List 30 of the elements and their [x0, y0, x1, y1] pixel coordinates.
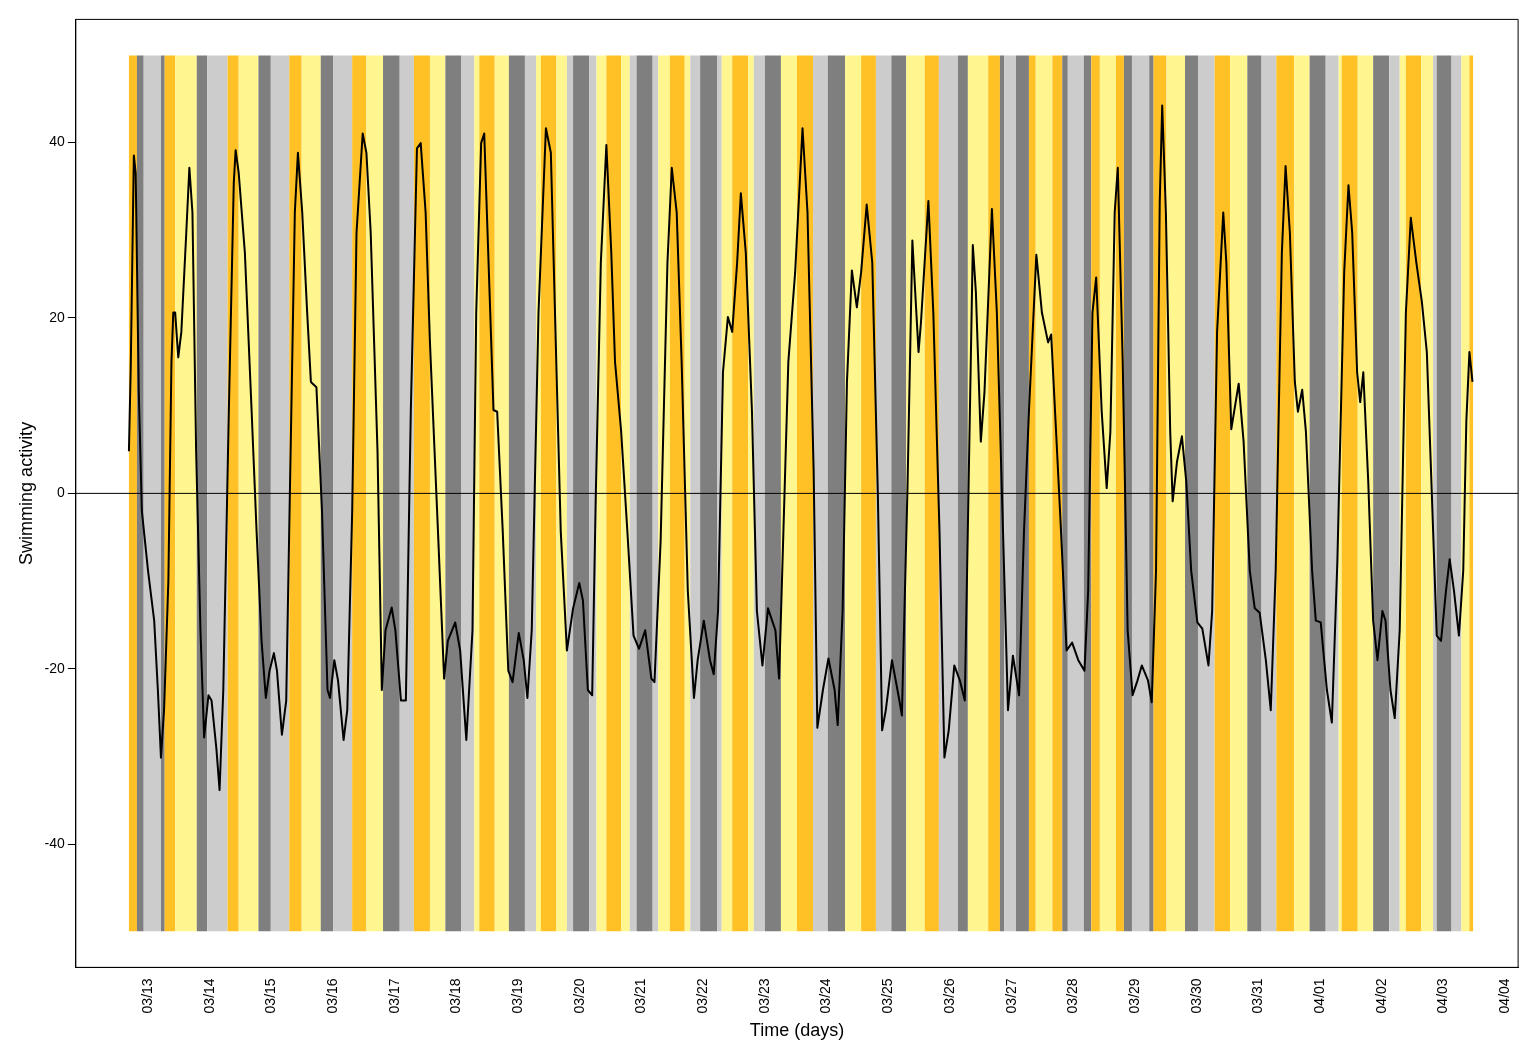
x-tick-label: 03/26	[940, 978, 957, 1014]
x-tick-label: 03/20	[570, 978, 587, 1014]
x-tick-label: 03/18	[447, 978, 464, 1014]
x-tick-label: 03/27	[1002, 978, 1019, 1014]
y-tick-label: -20	[44, 659, 66, 676]
x-tick-label: 03/13	[138, 978, 155, 1014]
x-tick-label: 03/23	[755, 978, 772, 1014]
x-tick-label: 04/04	[1496, 978, 1513, 1014]
x-tick-label: 03/19	[509, 978, 526, 1014]
x-tick-label: 03/30	[1187, 978, 1204, 1014]
x-tick-label: 04/01	[1310, 978, 1327, 1014]
y-tick-label: -40	[44, 835, 66, 852]
x-tick-label: 03/24	[817, 978, 834, 1014]
x-tick-label: 03/29	[1125, 978, 1142, 1014]
x-tick-label: 03/25	[879, 978, 896, 1014]
x-axis-title: Time (days)	[749, 1020, 845, 1041]
x-tick-label: 03/17	[385, 978, 402, 1014]
y-tick-label: 0	[57, 484, 66, 501]
x-tick-label: 03/14	[200, 978, 217, 1014]
x-tick-label: 04/02	[1372, 978, 1389, 1014]
x-tick-label: 03/21	[632, 978, 649, 1014]
x-tick-label: 03/31	[1249, 978, 1266, 1014]
x-tick-label: 03/16	[323, 978, 340, 1014]
x-tick-label: 03/15	[262, 978, 279, 1014]
y-tick-label: 40	[49, 133, 66, 150]
y-axis-title: Swimming activity	[15, 421, 36, 565]
x-tick-label: 03/22	[694, 978, 711, 1014]
y-tick-label: 20	[49, 308, 66, 325]
x-tick-label: 03/28	[1064, 978, 1081, 1014]
x-tick-label: 04/03	[1434, 978, 1451, 1014]
